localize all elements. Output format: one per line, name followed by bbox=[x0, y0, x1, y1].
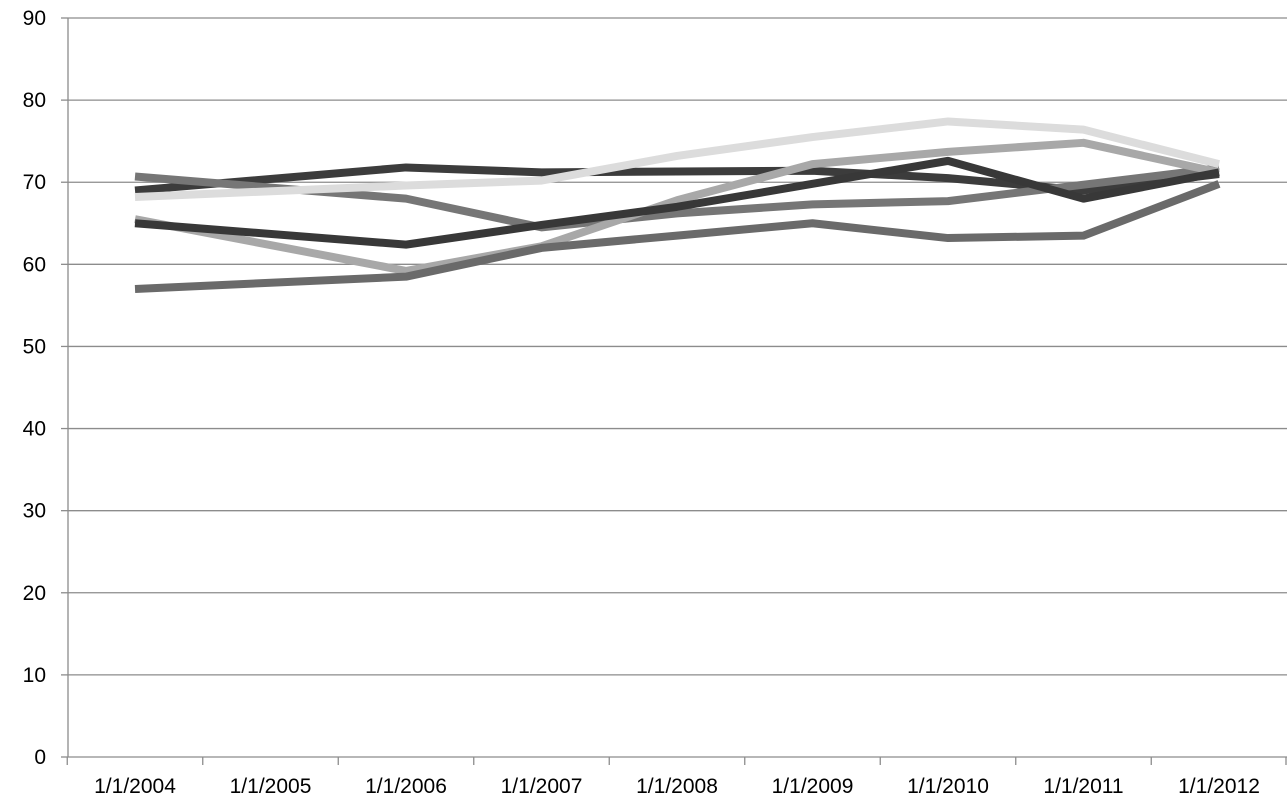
x-tick-label: 1/1/2006 bbox=[365, 775, 447, 798]
tick-labels: 0 10 20 30 40 50 60 70 80 90 1/1/2004 1/1/2005 1/1/2… bbox=[23, 7, 1260, 798]
y-tick-label: 0 bbox=[34, 746, 46, 769]
x-tick-label: 1/1/2011 bbox=[1043, 775, 1123, 798]
grid-lines bbox=[68, 17, 1287, 676]
y-tick-label: 60 bbox=[23, 253, 46, 276]
series-line-2 bbox=[134, 164, 1220, 232]
y-tick-label: 70 bbox=[23, 171, 46, 194]
series-line-3 bbox=[134, 117, 1220, 201]
x-tick-label: 1/1/2008 bbox=[636, 775, 718, 798]
x-tick-label: 1/1/2012 bbox=[1178, 775, 1260, 798]
series-line-4 bbox=[134, 138, 1220, 275]
x-tick-label: 1/1/2007 bbox=[501, 775, 583, 798]
y-tick-label: 30 bbox=[23, 500, 46, 523]
x-tick-label: 1/1/2010 bbox=[907, 775, 989, 798]
y-tick-label: 20 bbox=[23, 582, 46, 605]
series-line-6 bbox=[134, 156, 1220, 249]
series-line-5 bbox=[134, 180, 1221, 293]
y-tick-label: 90 bbox=[23, 7, 46, 30]
y-tick-label: 40 bbox=[23, 418, 46, 441]
axes bbox=[61, 17, 1287, 765]
y-tick-label: 50 bbox=[23, 335, 46, 358]
x-tick-label: 1/1/2004 bbox=[94, 775, 176, 798]
y-tick-label: 10 bbox=[23, 664, 46, 687]
y-tick-label: 80 bbox=[23, 89, 46, 112]
x-tick-label: 1/1/2005 bbox=[230, 775, 312, 798]
x-tick-label: 1/1/2009 bbox=[772, 775, 854, 798]
series-lines bbox=[134, 117, 1221, 293]
